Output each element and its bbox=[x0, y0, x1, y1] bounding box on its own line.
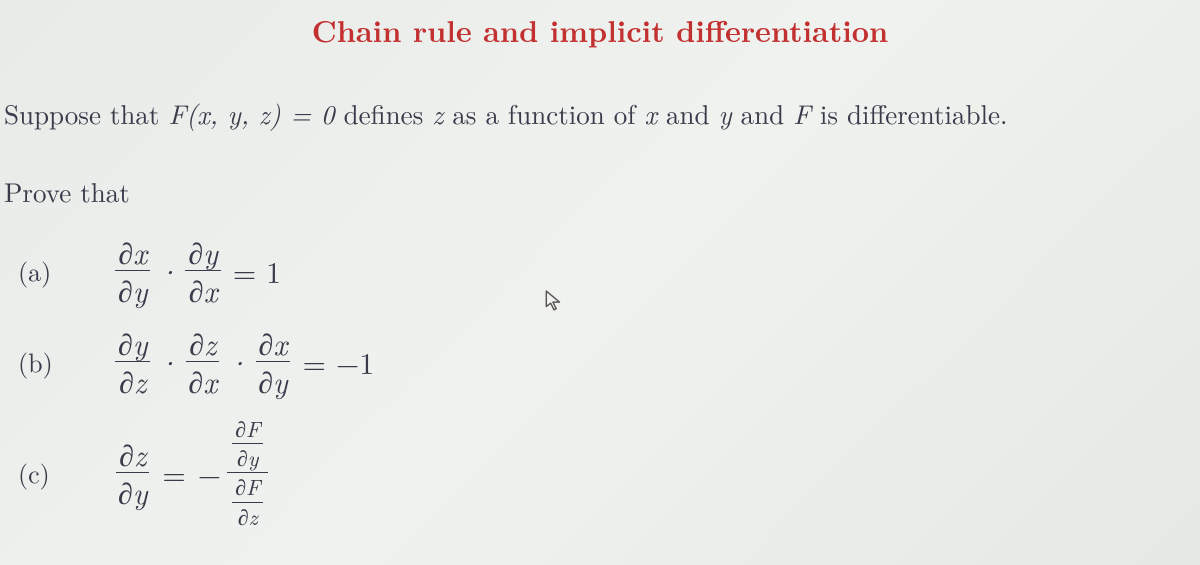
intro-part5: and bbox=[741, 94, 794, 132]
intro-func: F(x, y, z) = 0 bbox=[168, 94, 334, 132]
item-b-math: ∂y ∂z · ∂z ∂x · ∂x ∂y = −1 bbox=[113, 326, 374, 397]
item-a-math: ∂x ∂y · ∂y ∂x = 1 bbox=[113, 235, 281, 306]
cursor-icon bbox=[545, 290, 563, 312]
frac-b1: ∂y ∂z bbox=[115, 326, 150, 397]
frac-b1-num: ∂y bbox=[115, 326, 150, 362]
rhs-b: −1 bbox=[336, 340, 374, 383]
eq-a: = bbox=[233, 249, 256, 292]
frac-c-rnum-num: ∂F bbox=[232, 417, 263, 444]
intro-part3: as a function of bbox=[452, 94, 644, 132]
frac-a1-num: ∂x bbox=[115, 235, 150, 271]
frac-b3: ∂x ∂y bbox=[255, 326, 290, 397]
item-b-label: (b) bbox=[18, 343, 113, 380]
intro-part2: defines bbox=[344, 94, 433, 132]
dot-a: · bbox=[156, 249, 179, 292]
item-c: (c) ∂z ∂y = − ∂F ∂y ∂F ∂z bbox=[18, 417, 374, 529]
frac-a1: ∂x ∂y bbox=[115, 235, 150, 306]
frac-c1: ∂z ∂y bbox=[115, 437, 150, 508]
item-c-label: (c) bbox=[18, 454, 113, 491]
page-title: Chain rule and implicit differentiation bbox=[312, 8, 888, 51]
frac-c1-num: ∂z bbox=[116, 437, 149, 473]
eq-c: = bbox=[162, 451, 185, 494]
frac-b3-den: ∂y bbox=[255, 362, 290, 397]
frac-c-rden-num: ∂F bbox=[232, 475, 263, 502]
intro-yvar: y bbox=[719, 94, 732, 132]
intro-Fvar: F bbox=[793, 94, 811, 132]
neg-c: − bbox=[198, 451, 221, 494]
frac-a1-den: ∂y bbox=[115, 271, 150, 306]
frac-c-rden: ∂F ∂z bbox=[232, 475, 263, 528]
frac-c-rhs-num: ∂F ∂y bbox=[227, 417, 268, 473]
frac-b1-den: ∂z bbox=[116, 362, 149, 397]
intro-prove: Prove that bbox=[4, 172, 130, 210]
intro-text: Suppose that F(x, y, z) = 0 defines z as… bbox=[0, 95, 1200, 133]
frac-b2-num: ∂z bbox=[186, 326, 219, 362]
frac-c-rnum-den: ∂y bbox=[234, 444, 262, 470]
item-a: (a) ∂x ∂y · ∂y ∂x = 1 bbox=[18, 235, 374, 306]
dot-b2: · bbox=[226, 340, 249, 383]
frac-b2-den: ∂x bbox=[185, 362, 220, 397]
frac-a2-num: ∂y bbox=[185, 235, 220, 271]
intro-xvar: x bbox=[644, 94, 657, 132]
frac-a2-den: ∂x bbox=[186, 271, 221, 306]
frac-b2: ∂z ∂x bbox=[185, 326, 220, 397]
frac-a2: ∂y ∂x bbox=[185, 235, 220, 306]
frac-c1-den: ∂y bbox=[115, 473, 150, 508]
items-container: (a) ∂x ∂y · ∂y ∂x = 1 (b) ∂y ∂z · ∂z bbox=[18, 235, 374, 549]
dot-b1: · bbox=[156, 340, 179, 383]
frac-c-rnum: ∂F ∂y bbox=[232, 417, 263, 470]
intro-zvar: z bbox=[432, 94, 443, 132]
intro-part6: is differentiable. bbox=[820, 94, 1008, 132]
frac-c-rhs-den: ∂F ∂z bbox=[227, 473, 268, 528]
intro-part1: Suppose that bbox=[4, 94, 168, 132]
item-b: (b) ∂y ∂z · ∂z ∂x · ∂x ∂y = −1 bbox=[18, 326, 374, 397]
frac-c-rhs: ∂F ∂y ∂F ∂z bbox=[227, 417, 268, 529]
intro-part4: and bbox=[666, 94, 719, 132]
item-a-label: (a) bbox=[18, 252, 113, 289]
item-c-math: ∂z ∂y = − ∂F ∂y ∂F ∂z bbox=[113, 417, 270, 529]
eq-b: = bbox=[303, 340, 326, 383]
rhs-a: 1 bbox=[266, 249, 281, 292]
frac-b3-num: ∂x bbox=[256, 326, 291, 362]
frac-c-rden-den: ∂z bbox=[235, 503, 261, 529]
